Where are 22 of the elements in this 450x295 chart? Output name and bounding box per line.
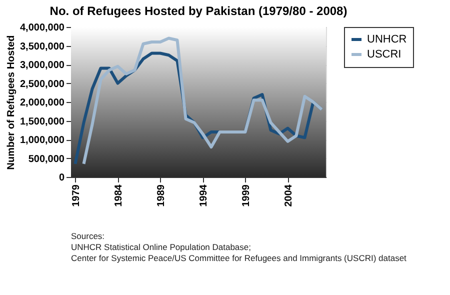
legend-label: USCRI [367, 48, 402, 60]
x-tick-label: 1984 [113, 184, 124, 207]
x-tick-label: 1989 [156, 184, 167, 207]
x-tick-label: 1979 [70, 184, 82, 207]
legend-label: UNHCR [367, 34, 407, 46]
chart-title: No. of Refugees Hosted by Pakistan (1979/80 - 2008) [50, 4, 348, 18]
y-tick-label: 1,500,000 [20, 116, 65, 128]
y-tick-label: 3,000,000 [20, 60, 65, 71]
y-axis-title: Number of Refugees Hosted [6, 35, 18, 170]
x-tick-label: 1999 [240, 184, 252, 207]
x-tick-label: 1994 [198, 184, 210, 207]
text: Center for Systemic Peace/US Committee for Refugees and Immigrants (USCRI) dataset [71, 253, 408, 263]
y-tick-label: 3,500,000 [20, 41, 65, 52]
y-tick-label: 2,500,000 [20, 78, 65, 90]
y-tick-label: 500,000 [28, 154, 65, 165]
y-tick-label: 4,000,000 [20, 22, 65, 34]
y-tick-label: 0 [58, 172, 65, 184]
y-tick-label: 1,000,000 [20, 135, 65, 146]
x-tick-label: 2004 [283, 184, 294, 207]
source-note: Sources: [71, 231, 105, 241]
text: UNHCR Statistical Online Population Database; [71, 242, 252, 252]
y-tick-label: 2,000,000 [20, 98, 65, 108]
